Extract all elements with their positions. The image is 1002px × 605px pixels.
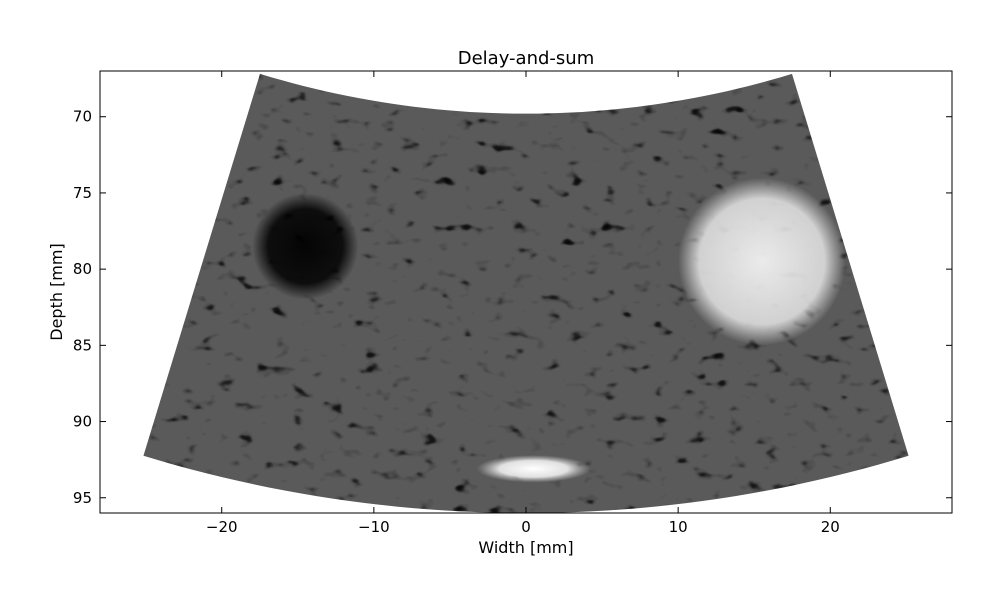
y-tick-label: 95 <box>73 489 92 507</box>
anechoic-cyst <box>252 192 359 300</box>
y-tick-label: 80 <box>73 260 92 278</box>
chart-title: Delay-and-sum <box>458 48 594 69</box>
x-tick-label: 10 <box>669 518 688 536</box>
x-tick-label: 20 <box>821 518 840 536</box>
y-axis: 70 75 80 85 90 95 <box>73 108 952 507</box>
x-tick-label: 0 <box>521 518 531 536</box>
ultrasound-image <box>143 73 909 513</box>
y-tick-label: 75 <box>73 184 92 202</box>
x-axis-label: Width [mm] <box>478 538 573 557</box>
y-tick-label: 85 <box>73 336 92 354</box>
hyperechoic-inclusion <box>678 177 846 346</box>
point-reflector <box>476 455 591 483</box>
y-axis-label: Depth [mm] <box>47 243 66 340</box>
y-tick-label: 90 <box>73 413 92 431</box>
x-tick-label: −10 <box>358 518 390 536</box>
y-tick-label: 70 <box>73 108 92 126</box>
x-tick-label: −20 <box>206 518 238 536</box>
x-axis: −20 −10 0 10 20 <box>206 71 840 536</box>
